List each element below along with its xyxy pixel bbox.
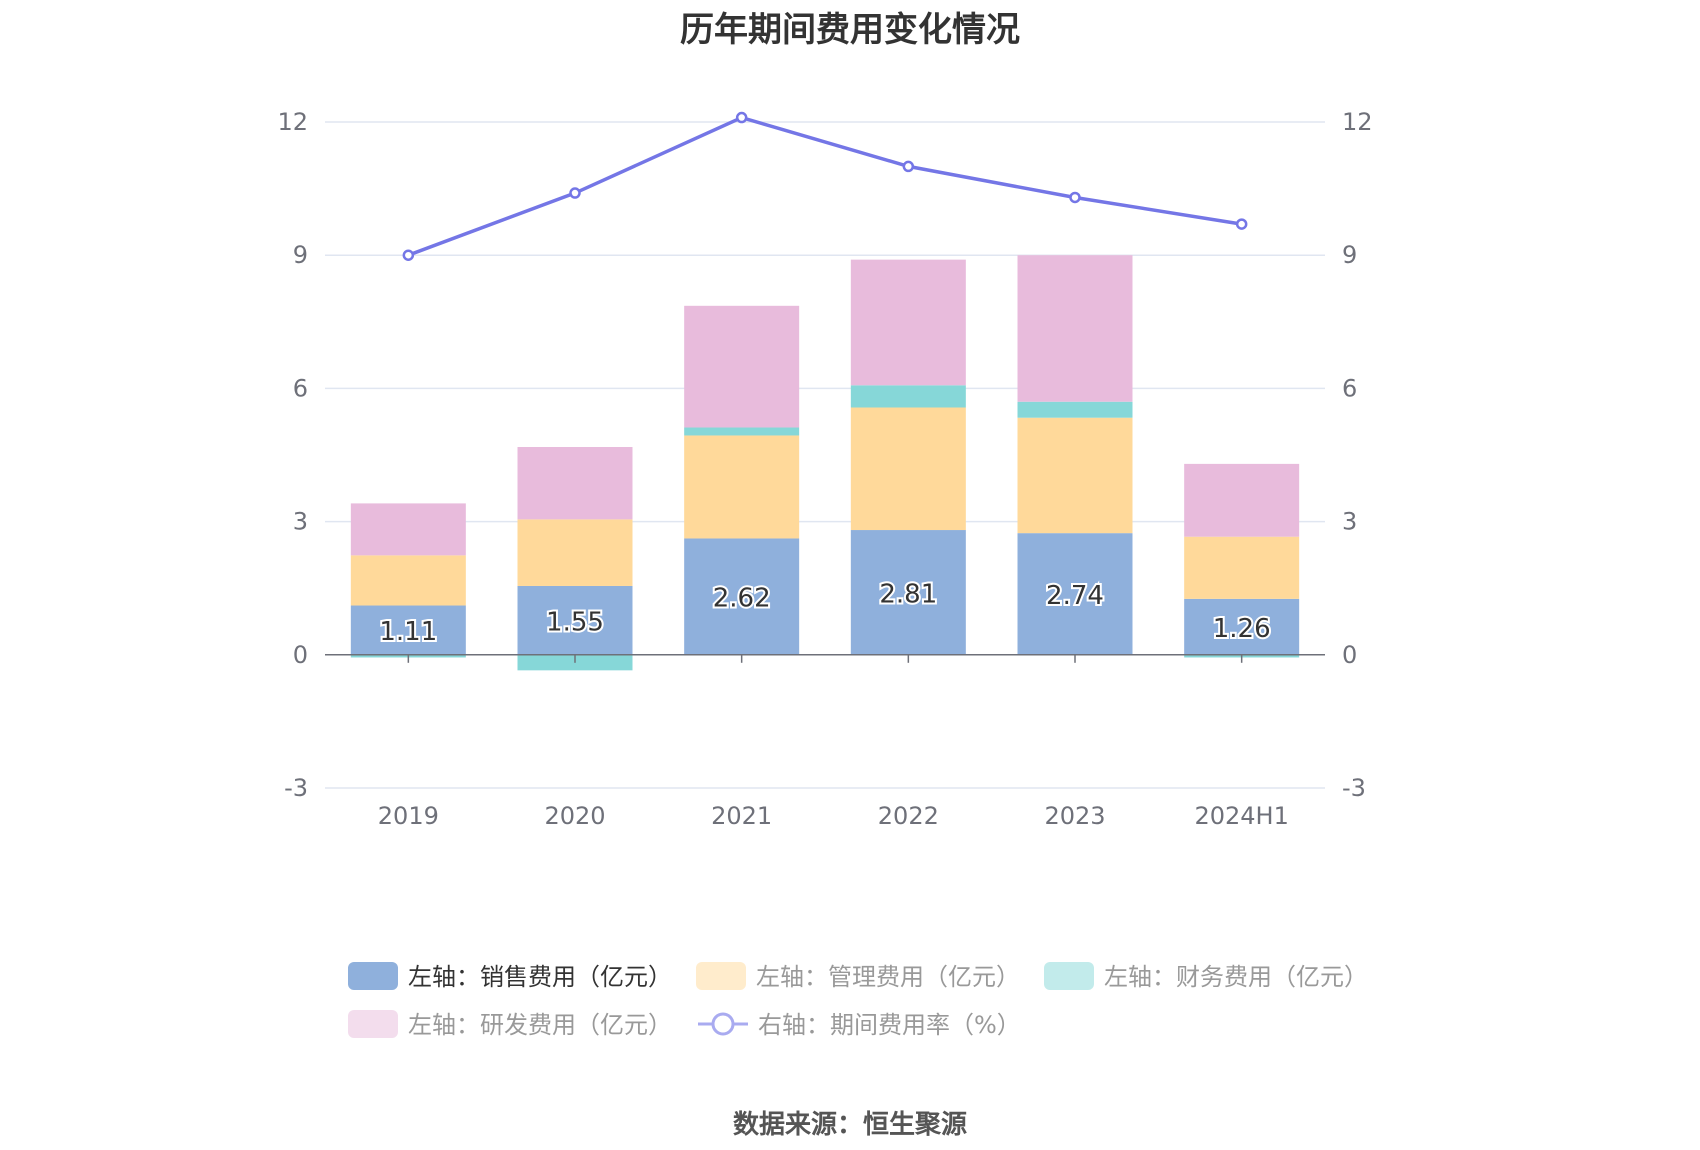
legend-item-label: 左轴：研发费用（亿元） [408,1011,672,1039]
legend-swatch-icon [696,962,746,990]
bar-segment-1 [684,435,800,539]
legend-swatch-icon [1044,962,1094,990]
x-axis-category-label: 2024H1 [1194,802,1288,830]
x-axis-category-label: 2020 [544,802,605,830]
bar-data-label: 2.74 [1046,581,1104,611]
left-axis-tick-label: 12 [277,108,308,136]
chart-title: 历年期间费用变化情况 [680,10,1020,50]
left-axis-tick-label: 9 [293,241,308,269]
rate-point [902,160,915,173]
rate-line [407,115,1242,257]
rate-point [402,249,415,261]
bar-data-label: 2.62 [713,584,771,614]
right-axis-tick-label: 9 [1342,241,1357,269]
bar-segment-3 [1017,255,1133,402]
right-axis-tick-label: 3 [1342,508,1357,536]
source-text: 数据来源：恒生聚源 [732,1110,967,1140]
bar-segment-1 [1017,417,1133,534]
bar-segment-3 [684,305,800,428]
bar-segment-0 [850,530,966,655]
bar-segment-1 [1184,536,1300,599]
bar-segment-1 [517,519,633,586]
bar-segment-3 [350,503,466,556]
legend-item-label: 左轴：销售费用（亿元） [408,963,672,991]
rate-point [1069,191,1081,204]
bar-segment-1 [350,555,466,606]
rate-point [569,187,581,199]
x-axis-category-label: 2022 [878,802,939,830]
legend-item-label: 左轴：财务费用（亿元） [1104,963,1368,991]
bar-segment-0 [350,605,466,655]
bar-segment-0 [1017,533,1133,655]
left-axis-tick-label: 0 [293,641,308,669]
bar-segment-3 [517,447,633,520]
bar-data-label: 1.55 [546,607,604,637]
bar-segment-3 [850,259,966,386]
left-axis-tick-label: 3 [293,508,308,536]
x-axis-category-label: 2019 [378,802,439,830]
bar-segment-1 [850,407,966,531]
rate-point [735,111,748,124]
legend-item-label: 左轴：管理费用（亿元） [756,963,1020,991]
rate-point [1235,218,1248,230]
bar-data-label: 1.11 [379,617,437,647]
legend-circle-icon [711,1012,735,1036]
legend-item-label: 右轴：期间费用率（%） [758,1011,1021,1039]
right-axis-tick-label: 6 [1342,374,1357,402]
left-axis-tick-label: 6 [293,374,308,402]
x-axis-category-label: 2021 [711,802,772,830]
bar-segment-2 [850,385,966,408]
legend-swatch-icon [348,1010,398,1038]
legend-swatch-icon [348,962,398,990]
bar-segment-2 [684,427,800,436]
x-axis-category-label: 2023 [1044,802,1105,830]
right-axis-tick-label: 12 [1342,108,1373,136]
bar-segment-0 [684,538,800,655]
bar-segment-0 [1184,598,1300,655]
right-axis-tick-label: 0 [1342,641,1357,669]
bar-segment-2 [1017,401,1133,418]
bar-segment-0 [517,585,633,655]
bar-data-label: 1.26 [1213,614,1271,644]
right-axis-tick-label: -3 [1342,774,1366,802]
bar-data-label: 2.81 [879,579,937,609]
bar-segment-3 [1184,463,1300,537]
left-axis-tick-label: -3 [284,774,308,802]
